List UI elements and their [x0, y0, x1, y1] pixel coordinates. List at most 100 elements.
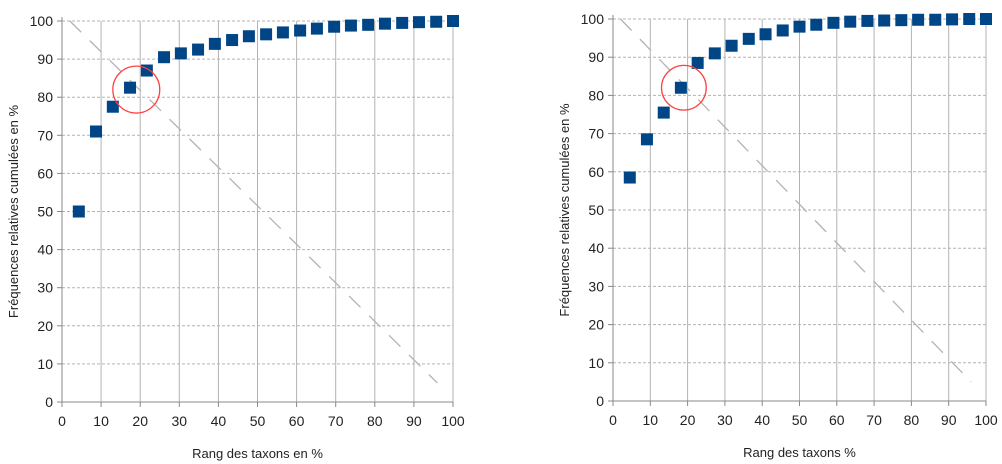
chart-left-data-point — [310, 22, 323, 35]
chart-right-data-point — [963, 13, 976, 25]
chart-left-y-tick-label: 20 — [37, 318, 53, 334]
chart-left-data-point — [242, 30, 255, 43]
chart-left-data-point — [276, 26, 289, 39]
chart-left-x-axis-title: Rang des taxons en % — [192, 446, 323, 461]
chart-right-highlight-circle — [660, 64, 707, 111]
chart-right-data-point — [844, 15, 857, 28]
chart-left-y-tick-label: 80 — [37, 89, 53, 105]
chart-right-data-point — [929, 13, 942, 26]
chart-right-x-tick-label: 0 — [609, 412, 617, 428]
chart-right-x-tick-label: 100 — [974, 412, 998, 428]
chart-right: 0 10 20 30 40 50 60 70 80 90 100 0 10 20 30 40 50 60 70 80 9… — [540, 0, 1002, 464]
chart-right-y-axis-title: Fréquences relatives cumulées en % — [557, 103, 572, 317]
chart-right-x-axis-title: Rang des taxons % — [743, 445, 856, 460]
chart-right-data-point — [657, 106, 670, 119]
chart-left-y-tick-label: 40 — [37, 242, 53, 258]
chart-right-x-tick-label: 70 — [866, 412, 882, 428]
chart-left: 0 10 20 30 40 50 60 70 80 90 100 0 10 20 30 40 50 60 70 80 9… — [0, 0, 480, 464]
chart-right-x-tick-label: 80 — [904, 412, 920, 428]
chart-left-data-point — [106, 100, 119, 113]
chart-right-y-tick-label: 80 — [588, 87, 604, 103]
chart-left-data-point — [378, 17, 391, 30]
chart-right-y-tick-label: 30 — [588, 278, 604, 294]
chart-right-svg: 0 10 20 30 40 50 60 70 80 90 100 0 10 20 30 40 50 60 70 80 9… — [557, 11, 998, 460]
chart-right-data-point — [691, 56, 704, 69]
chart-left-y-tick-label: 50 — [37, 204, 53, 220]
chart-right-y-tick-label: 20 — [588, 317, 604, 333]
chart-left-data-point — [294, 24, 307, 37]
chart-right-y-tick-label: 10 — [588, 355, 604, 371]
chart-right-data-point — [861, 14, 874, 27]
chart-left-data-point — [362, 18, 375, 31]
chart-left-y-tick-label: 10 — [37, 356, 53, 372]
chart-right-data-point — [895, 14, 908, 27]
chart-left-data-point — [226, 34, 239, 47]
chart-right-x-tick-label: 50 — [792, 412, 808, 428]
chart-right-x-tick-label: 20 — [680, 412, 696, 428]
chart-left-y-axis-title: Fréquences relatives cumulées en % — [6, 104, 21, 318]
chart-right-data-point — [776, 24, 789, 37]
chart-right-data-point — [640, 133, 653, 146]
chart-left-x-tick-label: 0 — [58, 413, 66, 429]
chart-right-data-point — [793, 20, 806, 33]
chart-left-data-point — [447, 15, 459, 27]
chart-left-data-point — [192, 43, 205, 56]
chart-left-x-tick-label: 30 — [172, 413, 188, 429]
chart-right-x-tick-label: 60 — [829, 412, 845, 428]
chart-right-y-tick-label: 100 — [581, 11, 605, 27]
chart-left-data-point — [90, 125, 103, 138]
chart-left-x-tick-label: 80 — [367, 413, 383, 429]
chart-left-y-tick-label: 100 — [30, 13, 54, 29]
chart-left-data-point — [412, 16, 425, 29]
chart-left-data-point — [208, 37, 221, 50]
chart-left-data-point — [174, 47, 187, 60]
chart-left-y-tick-label: 90 — [37, 51, 53, 67]
chart-right-x-tick-label: 40 — [754, 412, 770, 428]
chart-right-data-point — [674, 81, 687, 94]
chart-right-y-tick-label: 0 — [596, 393, 604, 409]
chart-left-x-tick-label: 90 — [406, 413, 422, 429]
chart-left-x-tick-label: 70 — [328, 413, 344, 429]
chart-left-data-point — [72, 205, 85, 218]
chart-right-y-tick-label: 40 — [588, 240, 604, 256]
chart-right-data-point — [810, 18, 823, 31]
chart-left-data-point — [328, 20, 341, 33]
chart-left-data-point — [260, 28, 273, 41]
chart-right-y-tick-label: 70 — [588, 126, 604, 142]
chart-left-x-tick-label: 40 — [211, 413, 227, 429]
chart-left-x-tick-label: 100 — [441, 413, 465, 429]
chart-left-x-tick-label: 50 — [250, 413, 266, 429]
chart-left-highlight-circle — [112, 65, 161, 114]
chart-right-data-point — [827, 16, 840, 29]
chart-right-data-point — [946, 13, 959, 26]
chart-left-data-point — [158, 51, 171, 64]
chart-right-data-point — [725, 39, 738, 52]
chart-right-reference-line — [619, 18, 972, 383]
chart-left-x-tick-label: 20 — [132, 413, 148, 429]
chart-right-x-tick-label: 30 — [717, 412, 733, 428]
chart-right-x-tick-label: 10 — [643, 412, 659, 428]
chart-right-data-point — [878, 14, 891, 27]
chart-left-y-tick-label: 70 — [37, 127, 53, 143]
chart-right-data-point — [912, 13, 925, 26]
chart-right-data-point — [708, 47, 721, 60]
chart-right-data-point — [980, 13, 992, 25]
chart-left-y-tick-label: 0 — [45, 394, 53, 410]
chart-right-y-tick-label: 90 — [588, 49, 604, 65]
chart-left-data-point — [344, 19, 357, 32]
chart-left-data-point — [430, 15, 443, 28]
chart-left-x-tick-label: 60 — [289, 413, 305, 429]
chart-left-y-tick-label: 60 — [37, 165, 53, 181]
chart-left-reference-line — [69, 20, 438, 384]
chart-right-y-tick-label: 60 — [588, 164, 604, 180]
chart-left-data-point — [396, 16, 409, 29]
chart-right-data-point — [759, 28, 772, 41]
chart-left-svg: 0 10 20 30 40 50 60 70 80 90 100 0 10 20 30 40 50 60 70 80 9… — [6, 13, 465, 461]
chart-left-y-tick-label: 30 — [37, 280, 53, 296]
chart-left-x-tick-label: 10 — [93, 413, 109, 429]
chart-left-data-point — [124, 81, 137, 94]
chart-right-data-point — [623, 171, 636, 184]
chart-right-y-tick-label: 50 — [588, 202, 604, 218]
chart-right-x-tick-label: 90 — [941, 412, 957, 428]
chart-right-data-point — [742, 32, 755, 45]
